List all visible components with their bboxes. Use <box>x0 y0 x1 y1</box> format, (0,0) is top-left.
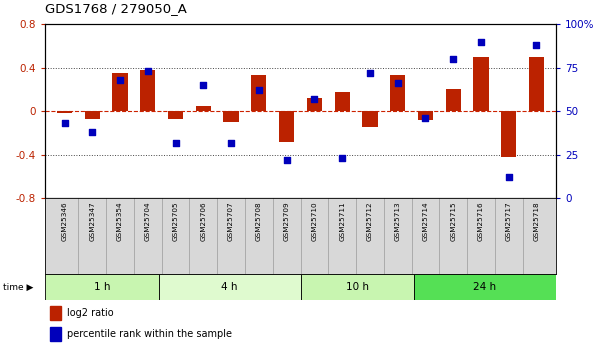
Point <box>310 96 319 102</box>
Text: GDS1768 / 279050_A: GDS1768 / 279050_A <box>45 2 187 16</box>
Text: GSM25711: GSM25711 <box>339 201 345 241</box>
Point <box>171 140 180 145</box>
Point <box>227 140 236 145</box>
Point <box>504 175 513 180</box>
Text: GSM25714: GSM25714 <box>423 201 429 241</box>
Text: GSM25712: GSM25712 <box>367 201 373 241</box>
Bar <box>445 89 461 111</box>
Bar <box>224 111 239 122</box>
Point <box>365 70 374 76</box>
Point <box>476 39 486 44</box>
Bar <box>279 111 294 142</box>
Text: GSM25716: GSM25716 <box>478 201 484 241</box>
Bar <box>529 57 544 111</box>
Text: GSM25710: GSM25710 <box>311 201 317 241</box>
Point <box>448 56 458 62</box>
Bar <box>112 73 127 111</box>
Point <box>532 42 542 48</box>
Text: GSM25709: GSM25709 <box>284 201 290 241</box>
Text: log2 ratio: log2 ratio <box>67 308 113 318</box>
Bar <box>50 306 61 320</box>
Point <box>254 88 264 93</box>
Text: 1 h: 1 h <box>94 282 110 292</box>
Bar <box>251 75 266 111</box>
Bar <box>418 111 433 120</box>
Bar <box>474 57 489 111</box>
Text: GSM25705: GSM25705 <box>172 201 178 241</box>
Bar <box>335 92 350 111</box>
Bar <box>307 98 322 111</box>
Text: percentile rank within the sample: percentile rank within the sample <box>67 329 231 339</box>
Bar <box>85 111 100 119</box>
Text: 4 h: 4 h <box>221 282 238 292</box>
Bar <box>501 111 516 157</box>
Bar <box>414 274 556 300</box>
Bar <box>45 274 159 300</box>
Text: GSM25713: GSM25713 <box>395 201 401 241</box>
Bar <box>168 111 183 119</box>
Point <box>282 157 291 163</box>
Bar <box>196 106 211 111</box>
Point <box>88 129 97 135</box>
Point <box>143 68 153 74</box>
Point <box>198 82 208 88</box>
Text: 24 h: 24 h <box>474 282 496 292</box>
Text: GSM25708: GSM25708 <box>256 201 262 241</box>
Point <box>421 116 430 121</box>
Text: 10 h: 10 h <box>346 282 369 292</box>
Text: GSM25346: GSM25346 <box>61 201 67 241</box>
Bar <box>50 327 61 342</box>
Text: GSM25354: GSM25354 <box>117 201 123 241</box>
Text: GSM25347: GSM25347 <box>90 201 96 241</box>
Text: GSM25715: GSM25715 <box>450 201 456 241</box>
Point <box>59 121 69 126</box>
Bar <box>362 111 377 127</box>
Bar <box>300 274 414 300</box>
Point <box>115 77 125 83</box>
Text: GSM25707: GSM25707 <box>228 201 234 241</box>
Bar <box>390 75 405 111</box>
Point <box>393 81 403 86</box>
Bar <box>140 70 156 111</box>
Bar <box>159 274 300 300</box>
Text: GSM25717: GSM25717 <box>505 201 511 241</box>
Point <box>337 156 347 161</box>
Text: GSM25704: GSM25704 <box>145 201 151 241</box>
Text: GSM25718: GSM25718 <box>534 201 540 241</box>
Text: time ▶: time ▶ <box>3 283 34 292</box>
Text: GSM25706: GSM25706 <box>200 201 206 241</box>
Bar <box>57 111 72 114</box>
